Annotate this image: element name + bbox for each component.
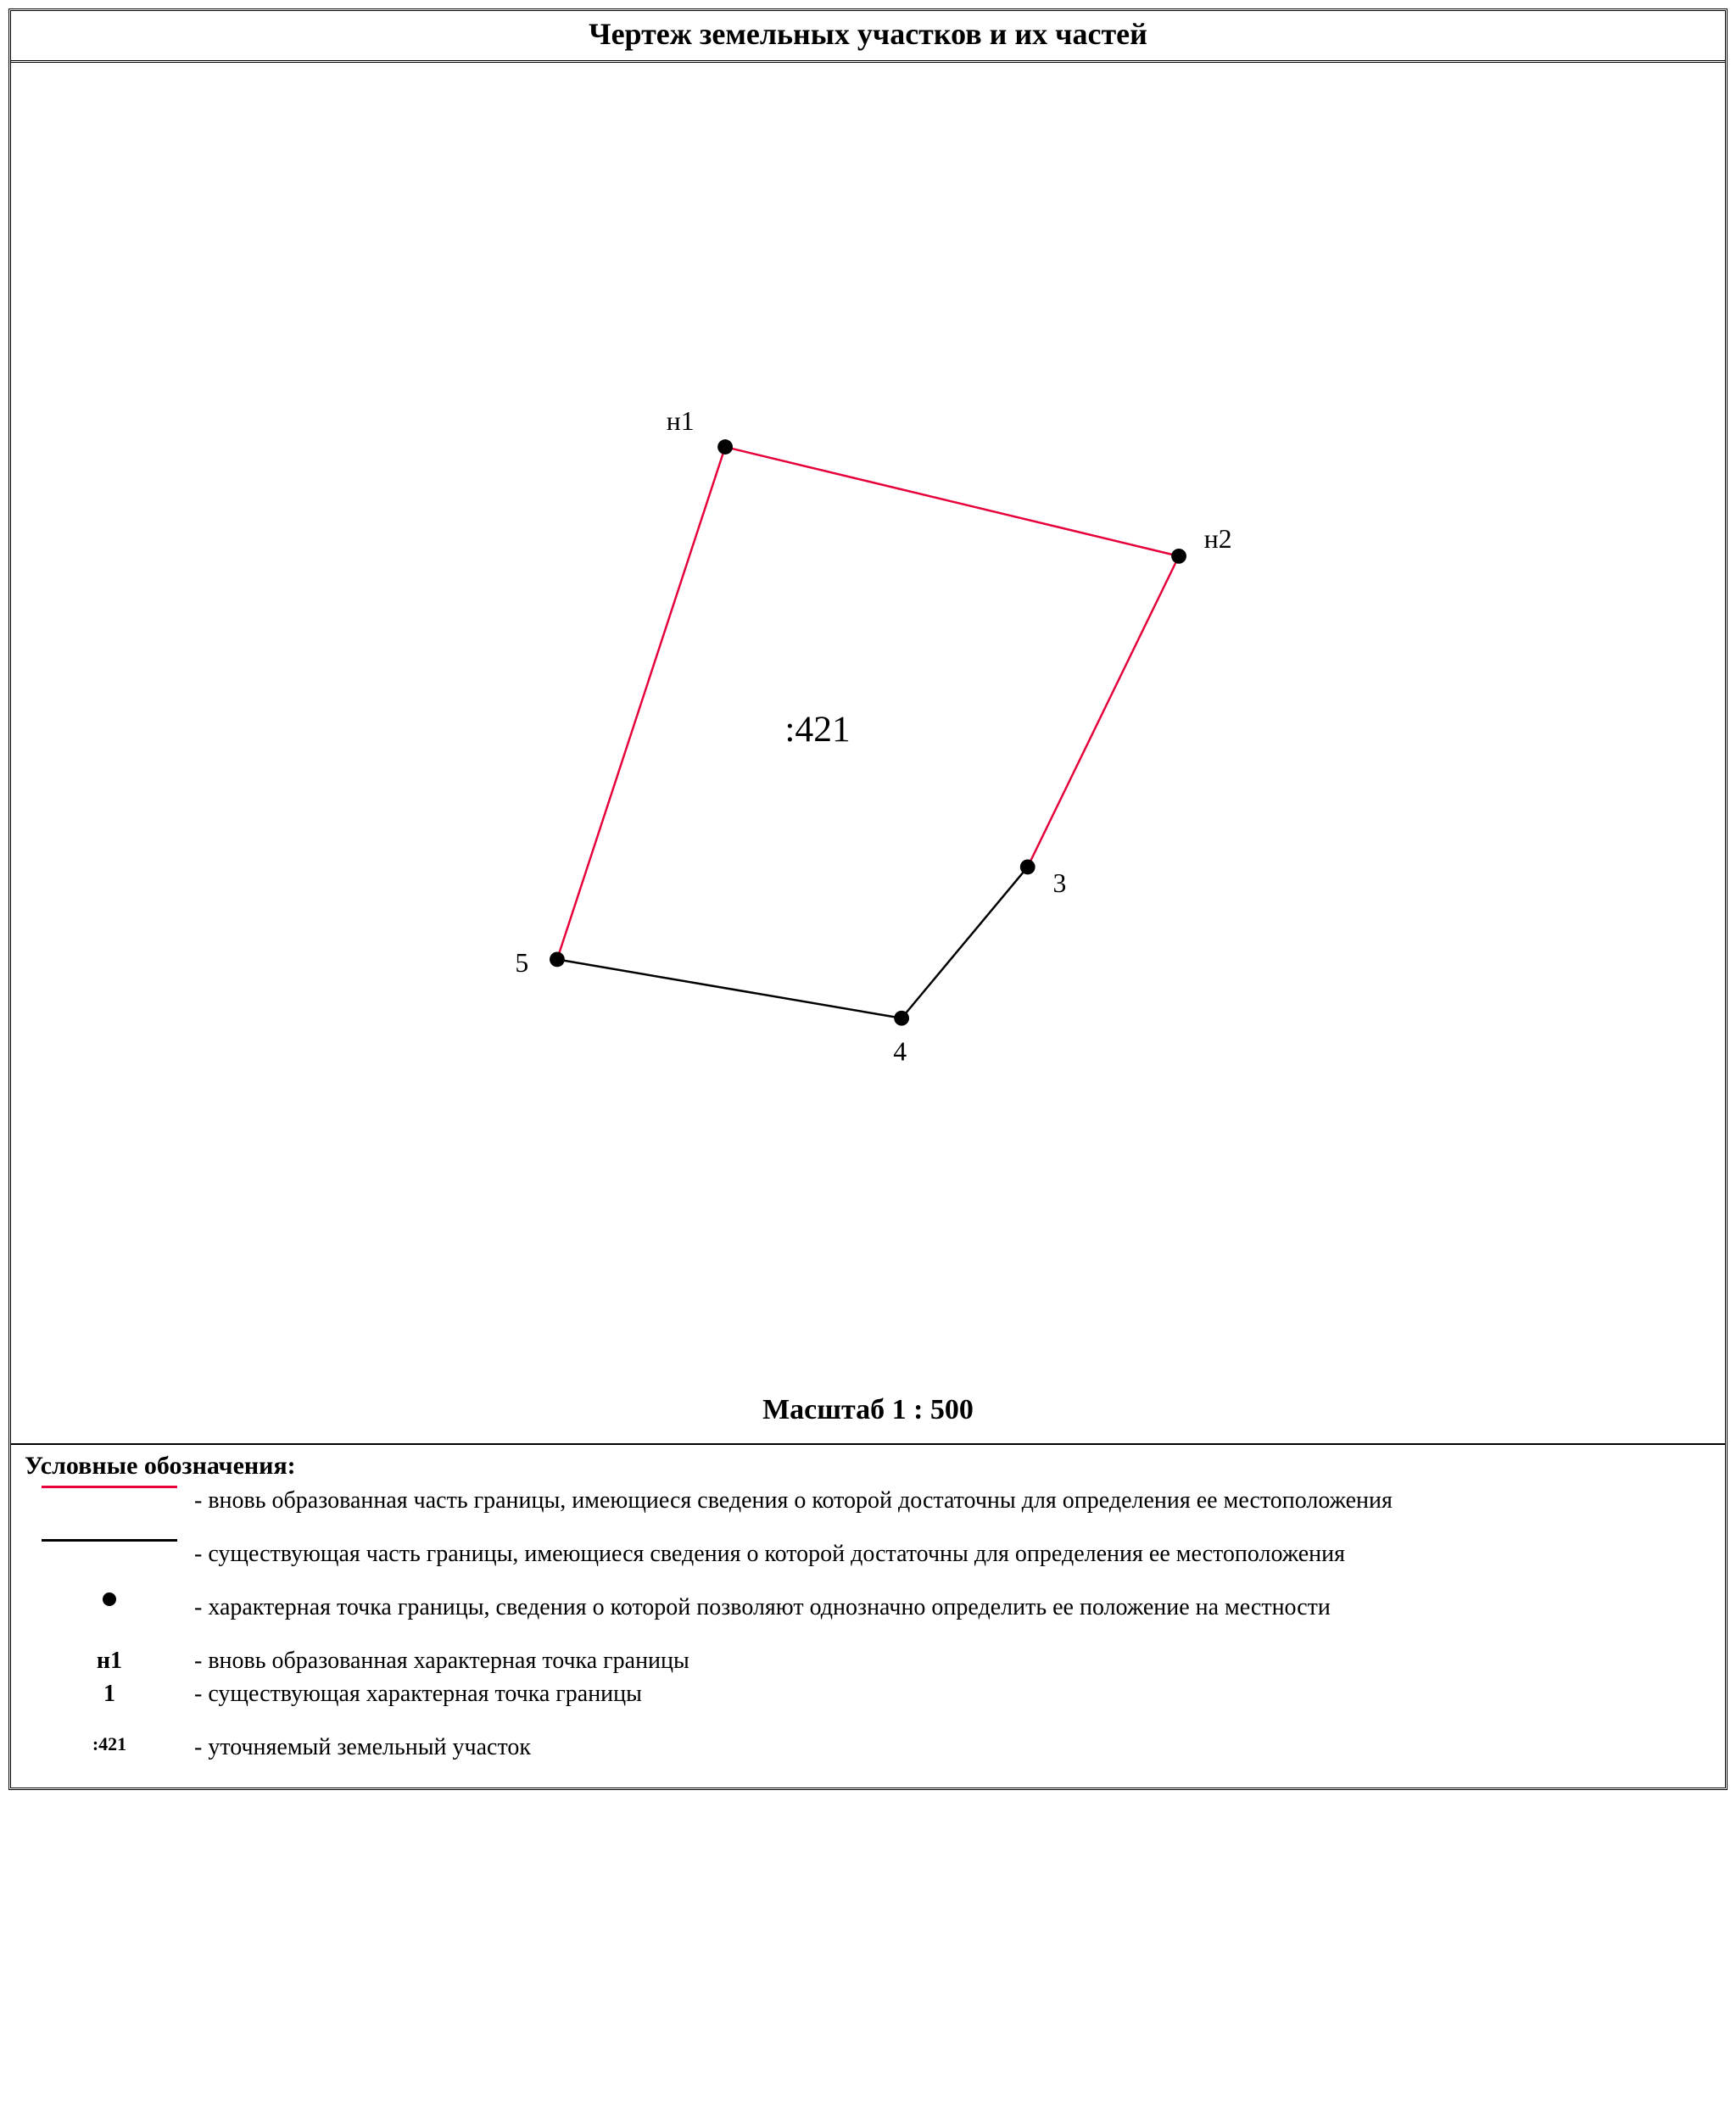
page-frame: Чертеж земельных участков и их частей н1… [8,8,1728,1790]
legend-symbol-new-vertex-label: н1 [25,1646,194,1676]
legend-symbol-existing-border [25,1539,194,1542]
text-symbol-icon: н1 [97,1646,122,1676]
text-symbol-icon: :421 [92,1732,126,1756]
legend-item-new-vertex-label: н1 - вновь образованная характерная точк… [25,1646,1711,1676]
legend-text-parcel-label: - уточняемый земельный участок [194,1732,1711,1762]
legend-symbol-vertex-dot [25,1592,194,1606]
legend-item-existing-border: - существующая часть границы, имеющиеся … [25,1539,1711,1569]
dot-icon [103,1592,116,1606]
scale-label: Масштаб 1 : 500 [11,1386,1725,1445]
legend-text-existing-vertex-label: - существующая характерная точка границы [194,1679,1711,1709]
parcel-vertex [1171,549,1186,564]
legend-symbol-parcel-label: :421 [25,1732,194,1756]
legend-symbol-existing-vertex-label: 1 [25,1679,194,1709]
line-icon [42,1539,177,1542]
drawing-area: н1 н2 3 4 5 :421 [11,63,1725,1386]
legend-text-existing-border: - существующая часть границы, имеющиеся … [194,1539,1711,1569]
legend-heading: Условные обозначения: [25,1452,1711,1481]
parcel-edge [901,867,1028,1018]
legend-item-parcel-label: :421 - уточняемый земельный участок [25,1732,1711,1762]
parcel-edge [1028,556,1179,867]
page-title: Чертеж земельных участков и их частей [11,11,1725,63]
parcel-vertex [894,1011,909,1026]
legend-text-vertex-dot: - характерная точка границы, сведения о … [194,1592,1711,1622]
parcel-edge [557,447,725,959]
parcel-vertex-label: н1 [667,406,695,436]
parcel-vertex [717,439,733,455]
parcel-edge [557,959,901,1018]
parcel-vertex-label: 5 [515,948,528,978]
parcel-vertex-label: 4 [893,1036,907,1066]
parcel-vertex-label: 3 [1052,868,1066,898]
parcel-edge [725,447,1179,556]
legend-item-new-border: - вновь образованная часть границы, имею… [25,1486,1711,1515]
parcel-drawing-svg: н1 н2 3 4 5 :421 [11,63,1725,1386]
legend-symbol-new-border [25,1486,194,1488]
parcel-vertex-label: н2 [1204,524,1232,554]
legend-text-new-border: - вновь образованная часть границы, имею… [194,1486,1711,1515]
legend-item-vertex-dot: - характерная точка границы, сведения о … [25,1592,1711,1622]
parcel-label: :421 [784,709,850,750]
parcel-vertex [1020,860,1035,875]
text-symbol-icon: 1 [103,1679,115,1709]
parcel-vertex [550,951,565,967]
line-icon [42,1486,177,1488]
legend-text-new-vertex-label: - вновь образованная характерная точка г… [194,1646,1711,1676]
legend: Условные обозначения: - вновь образованн… [11,1445,1725,1788]
legend-item-existing-vertex-label: 1 - существующая характерная точка грани… [25,1679,1711,1709]
